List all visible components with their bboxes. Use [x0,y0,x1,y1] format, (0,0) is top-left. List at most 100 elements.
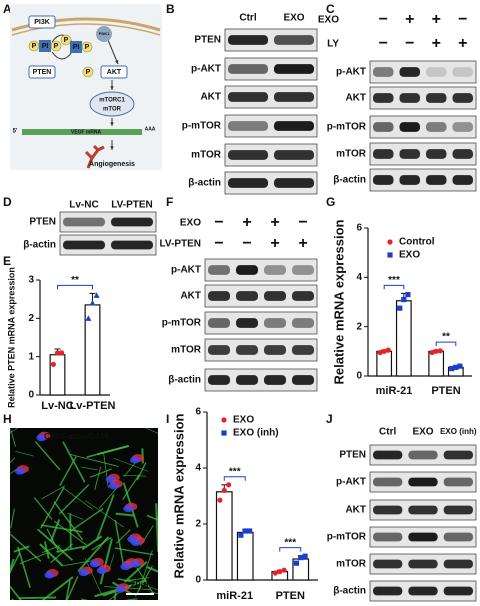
condition-label: LV-PTEN [160,239,201,250]
condition-sign: − [379,11,388,28]
legend-marker [387,252,393,258]
nucleus [127,535,138,543]
y-tick-label: 3 [28,275,34,286]
data-point [377,349,383,356]
panel-label: G [326,195,335,209]
diagram-label: P [32,43,37,50]
data-point [457,363,463,369]
data-point [85,315,92,321]
data-point [453,364,459,370]
actin-fiber [58,484,90,515]
blot-strip [369,168,477,192]
condition-sign: + [298,235,307,252]
data-point [272,570,279,576]
y-axis-label: Relative mRNA expression [331,219,346,384]
actin-fiber [19,552,47,565]
blot-band [228,150,268,160]
actin-fiber [77,536,110,573]
legend-marker [387,239,393,245]
image-label: F-actin/ [61,432,90,441]
panel-label: B [166,2,175,16]
blot-row-label: AKT [345,505,366,516]
legend-label: EXO (inh) [233,428,279,439]
actin-fiber [122,474,140,501]
blot-band [408,532,438,542]
actin-fiber [50,543,73,564]
blot-strip [224,143,318,167]
blot-band [264,345,286,355]
blot-band [408,586,438,596]
diagram-label: 5' [13,129,18,135]
actin-fiber [146,428,158,434]
y-tick-label: 0 [28,390,34,401]
blot-band [292,375,314,385]
diagram-label: PI [42,43,49,50]
lane-label: LV-PTEN [111,200,152,211]
data-point [298,555,304,561]
data-point [405,292,411,298]
blot-band [399,175,420,185]
nucleus [36,434,47,442]
blot-row-label: p-mTOR [327,122,367,133]
condition-label: EXO [180,218,201,229]
data-point [437,348,443,354]
blot-band [208,318,230,328]
data-point [246,528,253,534]
blot-row-label: β-actin [23,240,56,251]
legend-marker [221,430,227,436]
lane-label: EXO [412,427,433,438]
data-point [93,292,100,298]
actin-fiber [34,440,61,471]
blot-band [373,559,403,569]
actin-fiber [89,468,112,478]
condition-sign: − [458,11,467,28]
x-tick-label: PTEN [431,385,460,397]
data-point [242,528,248,534]
blot-strip [204,311,318,335]
inositol [70,41,82,53]
blot-band [264,318,286,328]
diagram-label: P [64,37,69,44]
data-point [401,296,407,303]
blot-band [443,450,473,460]
actin-fiber [136,567,155,595]
actin-fiber [37,528,74,561]
diagram-label: VEGF mRNA [71,129,102,135]
x-tick-label: PTEN [276,590,305,602]
blot-band [373,505,403,515]
condition-sign: + [270,214,279,231]
blot-band [452,175,473,185]
blot-band [111,217,153,227]
actin-fiber [84,558,103,596]
pdk1 [96,26,112,42]
actin-fiber [136,462,147,481]
significance-bracket [279,547,302,552]
diagram-label: P [86,69,91,76]
condition-sign: + [458,35,467,52]
phosphate [81,41,93,53]
data-point [217,497,223,503]
y-tick-label: 4 [195,463,201,474]
actin-fiber [124,577,150,582]
image-label: Cy3/ [44,432,62,441]
data-point [429,349,435,356]
actin-fiber [124,598,138,600]
y-axis-label: Relative mRNA expression [171,413,186,578]
blot-band [236,291,258,301]
blot-band [452,67,473,77]
bar [236,531,254,581]
diagram-box [100,65,128,79]
blot-band [443,586,473,596]
inhibit [51,51,73,60]
diagram-label: AAA [145,126,156,132]
micrograph-content [10,428,158,600]
significance-label: *** [284,537,296,548]
arrow-head [110,86,114,90]
blot-row-label: β-actin [333,175,366,186]
data-point [226,482,232,488]
data-point [381,348,387,354]
actin-fiber [70,453,119,467]
diagram-label: PI3K [34,19,50,26]
significance-bracket [435,341,457,347]
legend-label: EXO [399,250,420,261]
